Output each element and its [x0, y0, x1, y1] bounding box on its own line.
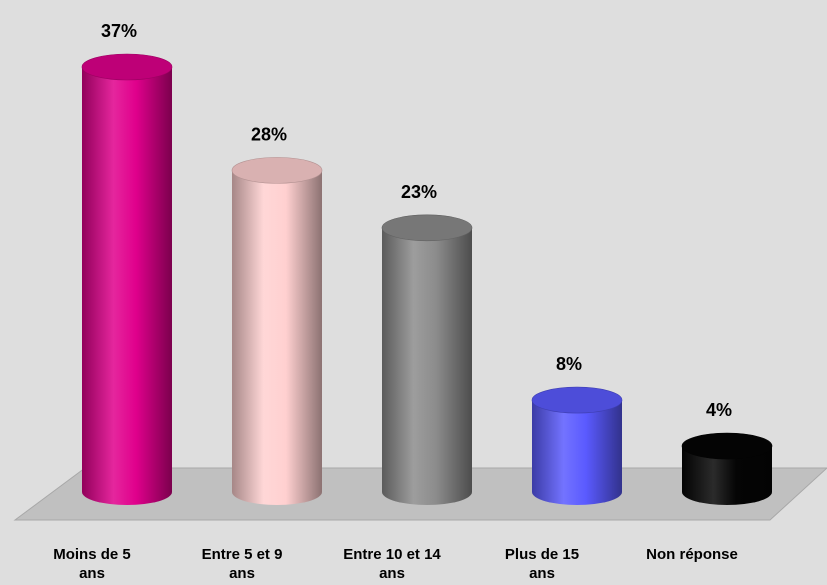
category-label: Entre 10 et 14 ans	[343, 546, 441, 582]
bar-body	[532, 400, 622, 505]
bar-top	[231, 157, 323, 184]
category-label: Moins de 5 ans	[53, 546, 131, 582]
bar-top	[531, 386, 623, 414]
bar-top	[81, 53, 173, 81]
category-label: Entre 5 et 9 ans	[202, 546, 283, 582]
category-label: Non réponse	[646, 546, 738, 563]
bar-body	[682, 446, 772, 505]
value-label-group: 37% 28% 23% 8% 4%	[101, 21, 732, 420]
value-label: 8%	[556, 354, 582, 374]
bar-top	[381, 214, 473, 242]
value-label: 23%	[401, 182, 437, 202]
category-label-group: Moins de 5 ans Entre 5 et 9 ans Entre 10 et …	[53, 546, 738, 582]
bar-body	[232, 170, 322, 506]
bar-body	[82, 67, 172, 505]
value-label: 37%	[101, 21, 137, 41]
bar-body	[382, 227, 472, 506]
bar-group	[81, 53, 773, 506]
value-label: 28%	[251, 124, 287, 144]
value-label: 4%	[706, 400, 732, 420]
bar-top	[681, 432, 773, 460]
category-label: Plus de 15 ans	[505, 546, 579, 582]
